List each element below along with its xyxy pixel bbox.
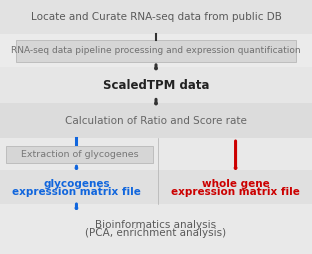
Text: Bioinformatics analysis: Bioinformatics analysis <box>95 220 217 230</box>
Text: Calculation of Ratio and Score rate: Calculation of Ratio and Score rate <box>65 116 247 126</box>
Bar <box>0 170 312 204</box>
Text: RNA-seq data pipeline processing and expression quantification: RNA-seq data pipeline processing and exp… <box>11 46 301 55</box>
FancyBboxPatch shape <box>16 40 296 62</box>
Text: ScaledTPM data: ScaledTPM data <box>103 78 209 92</box>
Text: expression matrix file: expression matrix file <box>171 187 300 197</box>
Bar <box>0 67 312 103</box>
FancyBboxPatch shape <box>6 146 153 163</box>
Text: glycogenes: glycogenes <box>43 179 110 189</box>
Text: (PCA, enrichment analysis): (PCA, enrichment analysis) <box>85 228 227 238</box>
Bar <box>0 0 312 34</box>
Bar <box>0 34 312 67</box>
Bar <box>0 138 312 170</box>
Bar <box>0 204 312 254</box>
Text: Extraction of glycogenes: Extraction of glycogenes <box>21 150 139 159</box>
Bar <box>0 103 312 138</box>
Text: Locate and Curate RNA-seq data from public DB: Locate and Curate RNA-seq data from publ… <box>31 12 281 22</box>
Text: expression matrix file: expression matrix file <box>12 187 141 197</box>
Text: whole gene: whole gene <box>202 179 270 189</box>
